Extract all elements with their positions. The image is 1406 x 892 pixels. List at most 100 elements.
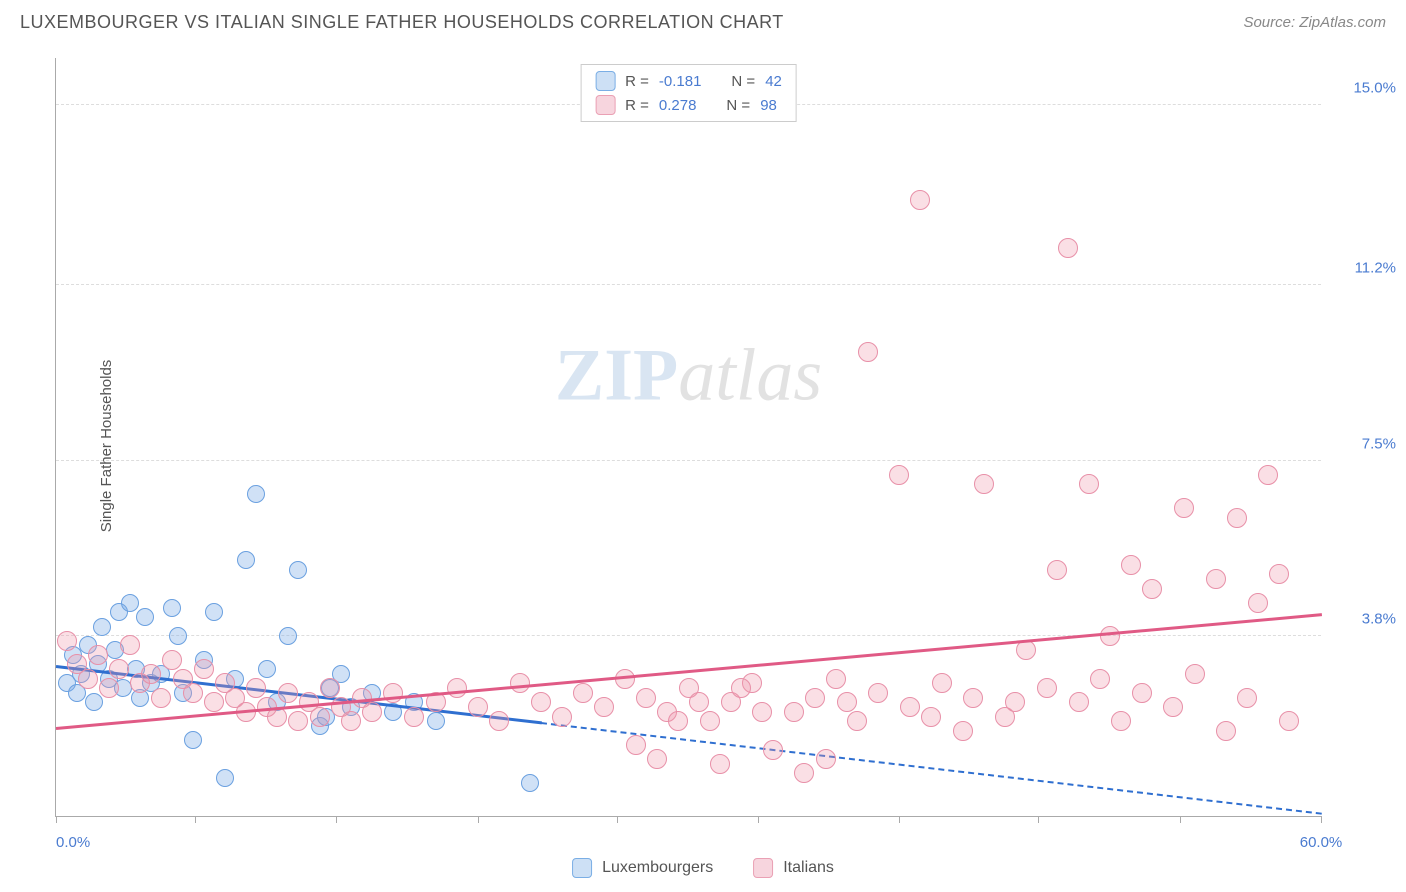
data-point — [289, 561, 307, 579]
data-point — [573, 683, 593, 703]
x-tick — [1180, 816, 1181, 823]
data-point — [953, 721, 973, 741]
data-point — [205, 603, 223, 621]
data-point — [1100, 626, 1120, 646]
data-point — [447, 678, 467, 698]
data-point — [521, 774, 539, 792]
data-point — [794, 763, 814, 783]
data-point — [1237, 688, 1257, 708]
data-point — [816, 749, 836, 769]
gridline — [56, 460, 1321, 461]
data-point — [826, 669, 846, 689]
data-point — [626, 735, 646, 755]
data-point — [489, 711, 509, 731]
legend-swatch — [595, 95, 615, 115]
data-point — [468, 697, 488, 717]
data-point — [837, 692, 857, 712]
legend-stat-row: R = -0.181N = 42 — [595, 69, 782, 93]
data-point — [763, 740, 783, 760]
data-point — [1037, 678, 1057, 698]
data-point — [288, 711, 308, 731]
legend-series-item: Luxembourgers — [572, 858, 713, 878]
x-tick — [1321, 816, 1322, 823]
y-axis-label: Single Father Households — [98, 360, 115, 533]
data-point — [510, 673, 530, 693]
data-point — [278, 683, 298, 703]
trendline-solid — [56, 613, 1322, 730]
data-point — [1047, 560, 1067, 580]
gridline — [56, 635, 1321, 636]
r-label: R = — [625, 73, 649, 90]
data-point — [1163, 697, 1183, 717]
legend-swatch — [753, 858, 773, 878]
data-point — [784, 702, 804, 722]
data-point — [216, 769, 234, 787]
data-point — [668, 711, 688, 731]
data-point — [162, 650, 182, 670]
data-point — [109, 659, 129, 679]
data-point — [88, 645, 108, 665]
data-point — [552, 707, 572, 727]
y-tick-label: 7.5% — [1336, 435, 1396, 452]
series-legend: Luxembourgers Italians — [572, 858, 834, 878]
x-tick — [336, 816, 337, 823]
data-point — [1058, 238, 1078, 258]
data-point — [184, 731, 202, 749]
data-point — [731, 678, 751, 698]
data-point — [1206, 569, 1226, 589]
data-point — [689, 692, 709, 712]
x-tick — [56, 816, 57, 823]
data-point — [246, 678, 266, 698]
data-point — [636, 688, 656, 708]
data-point — [57, 631, 77, 651]
data-point — [320, 678, 340, 698]
data-point — [1069, 692, 1089, 712]
data-point — [847, 711, 867, 731]
legend-stat-row: R = 0.278N = 98 — [595, 93, 782, 117]
x-tick — [1038, 816, 1039, 823]
x-tick — [195, 816, 196, 823]
data-point — [752, 702, 772, 722]
data-point — [1111, 711, 1131, 731]
data-point — [120, 635, 140, 655]
data-point — [427, 712, 445, 730]
x-tick — [758, 816, 759, 823]
data-point — [1279, 711, 1299, 731]
data-point — [136, 608, 154, 626]
data-point — [85, 693, 103, 711]
data-point — [700, 711, 720, 731]
r-value: -0.181 — [659, 73, 702, 90]
data-point — [710, 754, 730, 774]
data-point — [1132, 683, 1152, 703]
n-label: N = — [731, 73, 755, 90]
n-value: 98 — [760, 97, 777, 114]
data-point — [279, 627, 297, 645]
data-point — [594, 697, 614, 717]
data-point — [1227, 508, 1247, 528]
data-point — [921, 707, 941, 727]
x-tick-label: 0.0% — [56, 834, 90, 851]
data-point — [1142, 579, 1162, 599]
legend-swatch — [595, 71, 615, 91]
data-point — [151, 688, 171, 708]
r-label: R = — [625, 97, 649, 114]
legend-swatch — [572, 858, 592, 878]
data-point — [858, 342, 878, 362]
data-point — [194, 659, 214, 679]
data-point — [1269, 564, 1289, 584]
x-tick — [478, 816, 479, 823]
data-point — [121, 594, 139, 612]
chart-title: LUXEMBOURGER VS ITALIAN SINGLE FATHER HO… — [20, 12, 784, 33]
data-point — [341, 711, 361, 731]
data-point — [204, 692, 224, 712]
data-point — [1185, 664, 1205, 684]
data-point — [889, 465, 909, 485]
y-tick-label: 3.8% — [1336, 610, 1396, 627]
x-tick — [617, 816, 618, 823]
data-point — [1079, 474, 1099, 494]
data-point — [163, 599, 181, 617]
legend-series-item: Italians — [753, 858, 834, 878]
y-tick-label: 11.2% — [1336, 260, 1396, 277]
data-point — [1121, 555, 1141, 575]
data-point — [183, 683, 203, 703]
